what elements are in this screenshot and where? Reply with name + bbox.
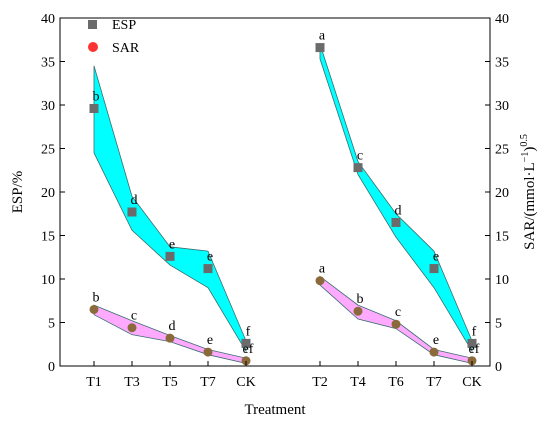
sig-label-sar-0-0: b	[93, 290, 100, 305]
point-esp-1-0	[315, 43, 325, 53]
sig-label-sar-0-3: e	[207, 333, 213, 348]
sig-label-sar-1-1: b	[357, 292, 364, 307]
left-tick-label-6: 30	[41, 99, 55, 114]
point-sar-0-3	[203, 347, 213, 357]
left-tick-label-8: 40	[41, 12, 55, 27]
sig-label-sar-1-3: e	[433, 333, 439, 348]
x-tick-label-0-4: CK	[236, 375, 255, 390]
band-esp-0	[93, 65, 247, 353]
x-tick-label-1-1: T4	[350, 375, 366, 390]
left-tick-label-1: 5	[48, 317, 55, 332]
point-esp-0-1	[127, 207, 137, 217]
markers	[89, 43, 477, 366]
right-axis-title-exp2: 0.5	[519, 134, 530, 147]
legend: ESP SAR	[88, 18, 140, 56]
sig-label-sar-1-2: c	[395, 305, 401, 320]
legend-sar-label: SAR	[112, 41, 140, 56]
point-esp-0-4	[241, 338, 251, 348]
right-tick-label-4: 20	[495, 186, 509, 201]
sig-label-esp-0-2: e	[169, 237, 175, 252]
point-esp-0-2	[165, 251, 175, 261]
point-sar-0-4	[241, 356, 251, 366]
right-axis: 0 5 10 15 20 25 30 35 40	[485, 12, 509, 375]
x-tick-label-1-3: T7	[426, 375, 442, 390]
right-axis-title: SAR/(mmol·L−1)0.5	[519, 134, 538, 250]
right-axis-title-mid: )	[522, 147, 538, 152]
sig-label-esp-0-0: b	[93, 89, 100, 104]
point-esp-0-0	[89, 103, 99, 113]
right-tick-label-6: 30	[495, 99, 509, 114]
legend-esp-marker	[88, 20, 97, 29]
point-sar-1-1	[353, 306, 363, 316]
point-sar-1-2	[391, 319, 401, 329]
x-tick-label-0-2: T5	[162, 375, 178, 390]
sig-label-esp-1-0: a	[319, 29, 326, 44]
right-axis-title-main: SAR/(mmol·L	[522, 162, 538, 250]
legend-esp-label: ESP	[112, 18, 136, 33]
x-tick-label-1-0: T2	[312, 375, 328, 390]
sig-label-sar-0-2: d	[169, 319, 176, 334]
sig-label-esp-1-4: f	[472, 324, 477, 339]
sig-label-sar-1-0: a	[319, 262, 326, 277]
sig-label-esp-1-3: e	[433, 250, 439, 265]
point-sar-0-0	[89, 304, 99, 314]
band-esp-1	[319, 43, 473, 353]
right-axis-title-exp1: −1	[520, 152, 531, 163]
x-tick-label-0-3: T7	[200, 375, 216, 390]
sig-label-esp-0-4: f	[246, 324, 251, 339]
left-axis: 0 5 10 15 20 25 30 35 40	[41, 12, 65, 375]
sig-label-esp-0-3: e	[207, 250, 213, 265]
point-esp-0-3	[203, 264, 213, 274]
point-sar-1-0	[315, 276, 325, 286]
point-esp-1-2	[391, 217, 401, 227]
right-tick-label-8: 40	[495, 12, 509, 27]
left-tick-label-3: 15	[41, 230, 55, 245]
right-tick-label-1: 5	[495, 317, 502, 332]
right-tick-label-7: 35	[495, 56, 509, 71]
bands	[93, 43, 473, 364]
left-tick-label-0: 0	[48, 360, 55, 375]
left-tick-label-5: 25	[41, 143, 55, 158]
left-tick-label-4: 20	[41, 186, 55, 201]
right-tick-label-0: 0	[495, 360, 502, 375]
sig-label-esp-1-2: d	[395, 203, 402, 218]
sig-label-sar-0-1: c	[131, 309, 137, 324]
legend-sar-marker	[88, 42, 98, 52]
right-tick-label-5: 25	[495, 143, 509, 158]
sig-label-esp-1-1: c	[357, 149, 363, 164]
sig-label-sar-1-4: ef	[469, 342, 480, 357]
point-esp-1-4	[467, 338, 477, 348]
point-sar-1-3	[429, 347, 439, 357]
point-sar-1-4	[467, 356, 477, 366]
x-tick-label-1-2: T6	[388, 375, 404, 390]
x-tick-label-0-1: T3	[124, 375, 140, 390]
sig-label-esp-0-1: d	[131, 193, 138, 208]
x-axis-title: Treatment	[244, 402, 306, 418]
left-axis-title: ESP/%	[10, 171, 26, 214]
right-tick-label-3: 15	[495, 230, 509, 245]
point-esp-1-1	[353, 163, 363, 173]
left-tick-label-2: 10	[41, 273, 55, 288]
x-tick-label-1-4: CK	[462, 375, 481, 390]
point-sar-0-1	[127, 323, 137, 333]
sig-label-sar-0-4: ef	[243, 342, 254, 357]
x-axis: T1 T3 T5 T7 CK T2 T4 T6 T7 CK	[86, 361, 482, 390]
point-esp-1-3	[429, 264, 439, 274]
left-tick-label-7: 35	[41, 56, 55, 71]
x-tick-label-0-0: T1	[86, 375, 102, 390]
right-tick-label-2: 10	[495, 273, 509, 288]
point-sar-0-2	[165, 333, 175, 343]
